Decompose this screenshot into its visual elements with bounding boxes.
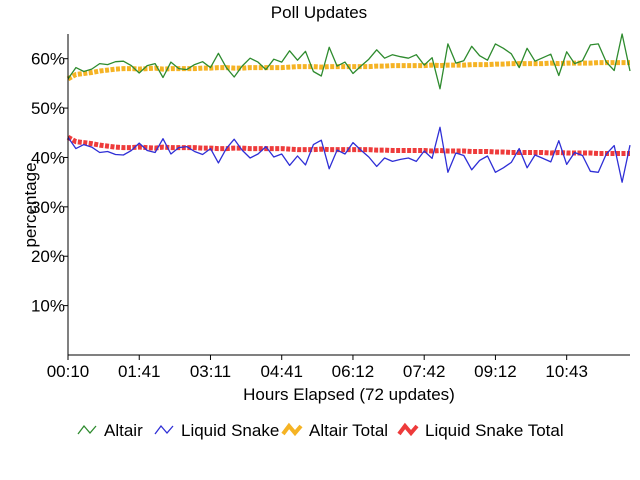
legend-swatch-altair <box>77 424 97 435</box>
altair-total-line <box>66 60 630 82</box>
x-tick-label: 06:12 <box>332 362 375 381</box>
x-tick-label: 03:11 <box>190 362 231 381</box>
y-tick-label: 50% <box>31 99 65 118</box>
legend-label-altair: Altair <box>104 421 143 440</box>
x-tick-label: 09:12 <box>474 362 517 381</box>
chart-title: Poll Updates <box>271 3 367 22</box>
x-tick-label: 07:42 <box>403 362 446 381</box>
legend-swatch-altair-total <box>281 422 303 437</box>
series-layer <box>66 33 631 183</box>
y-tick-label: 30% <box>31 198 65 217</box>
y-axis-label: percentage <box>21 162 40 247</box>
x-tick-label: 04:41 <box>260 362 303 381</box>
x-tick-label: 01:41 <box>118 362 161 381</box>
legend-label-altair-total: Altair Total <box>309 421 388 440</box>
x-tick-label: 00:10 <box>47 362 90 381</box>
liquid-snake-line <box>67 126 631 183</box>
legend: Altair Liquid Snake Altair Total Liquid Sna… <box>77 421 564 440</box>
x-ticks: 00:10 01:41 03:11 04:41 06:12 07:42 09:12 10:43 <box>47 355 588 381</box>
legend-swatch-liquid-snake <box>154 424 174 435</box>
y-tick-label: 10% <box>31 297 65 316</box>
y-ticks: 10% 20% 30% 40% 50% 60% <box>31 50 68 316</box>
axes <box>67 34 630 356</box>
y-tick-label: 20% <box>31 247 65 266</box>
legend-label-liquid-snake: Liquid Snake <box>181 421 279 440</box>
legend-swatch-liquid-snake-total <box>397 422 419 437</box>
altair-line <box>67 33 631 90</box>
x-tick-label: 10:43 <box>545 362 588 381</box>
x-axis-label: Hours Elapsed (72 updates) <box>243 385 455 404</box>
y-tick-label: 60% <box>31 50 65 69</box>
y-tick-label: 40% <box>31 148 65 167</box>
legend-label-liquid-snake-total: Liquid Snake Total <box>425 421 564 440</box>
liquid-snake-total-line <box>66 135 630 156</box>
